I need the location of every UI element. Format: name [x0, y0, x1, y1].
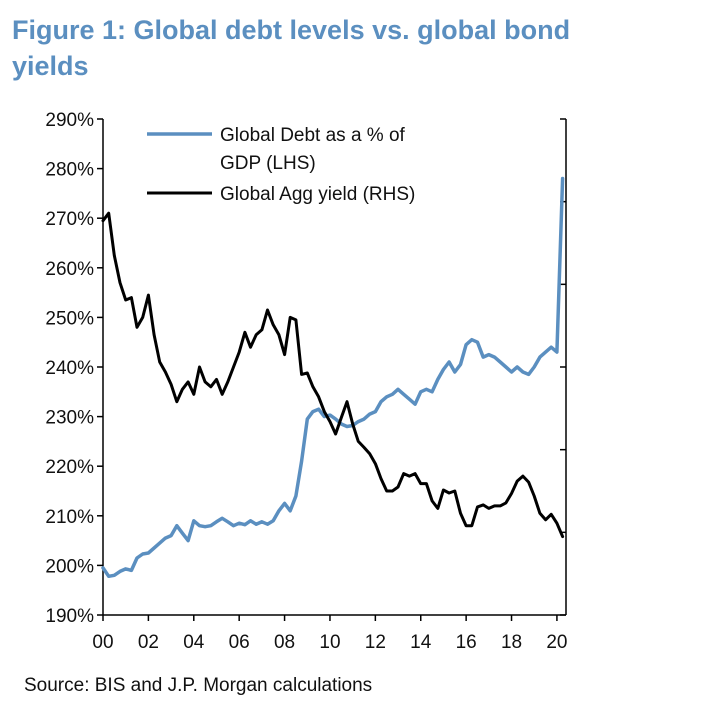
x-tick-label: 16	[456, 632, 477, 653]
y-tick-label: 230%	[45, 408, 94, 429]
series-line-global-debt	[101, 176, 565, 579]
x-tick-label: 04	[183, 632, 205, 653]
y-tick-label: 210%	[45, 507, 94, 528]
x-tick-label: 20	[546, 632, 567, 653]
y-tick-label: 200%	[45, 556, 94, 577]
legend-label: Global Debt as a % of	[220, 125, 406, 146]
y-tick-label: 280%	[45, 160, 94, 181]
x-tick-label: 08	[274, 632, 295, 653]
y-tick-label: 260%	[45, 259, 94, 280]
y-tick-label: 250%	[45, 308, 94, 329]
y-tick-label: 190%	[45, 606, 94, 627]
legend-label: GDP (LHS)	[220, 153, 316, 174]
y-tick-label: 290%	[45, 110, 94, 131]
series-line-global-agg-yield	[101, 211, 565, 539]
legend-label: Global Agg yield (RHS)	[220, 184, 415, 205]
x-tick-label: 00	[92, 632, 113, 653]
y-tick-label: 220%	[45, 457, 94, 478]
chart-title-line-2: yields	[12, 51, 89, 81]
x-tick-label: 10	[319, 632, 340, 653]
y-tick-label: 270%	[45, 209, 94, 230]
chart-source: Source: BIS and J.P. Morgan calculations	[24, 675, 373, 696]
y-tick-label: 240%	[45, 358, 94, 379]
x-tick-label: 18	[501, 632, 522, 653]
x-tick-label: 06	[229, 632, 250, 653]
x-tick-label: 12	[365, 632, 386, 653]
x-tick-label: 02	[138, 632, 159, 653]
chart-title: Figure 1: Global debt levels vs. global …	[12, 12, 612, 84]
x-tick-label: 14	[410, 632, 432, 653]
chart-title-line-1: Figure 1: Global debt levels vs. global …	[12, 15, 571, 45]
